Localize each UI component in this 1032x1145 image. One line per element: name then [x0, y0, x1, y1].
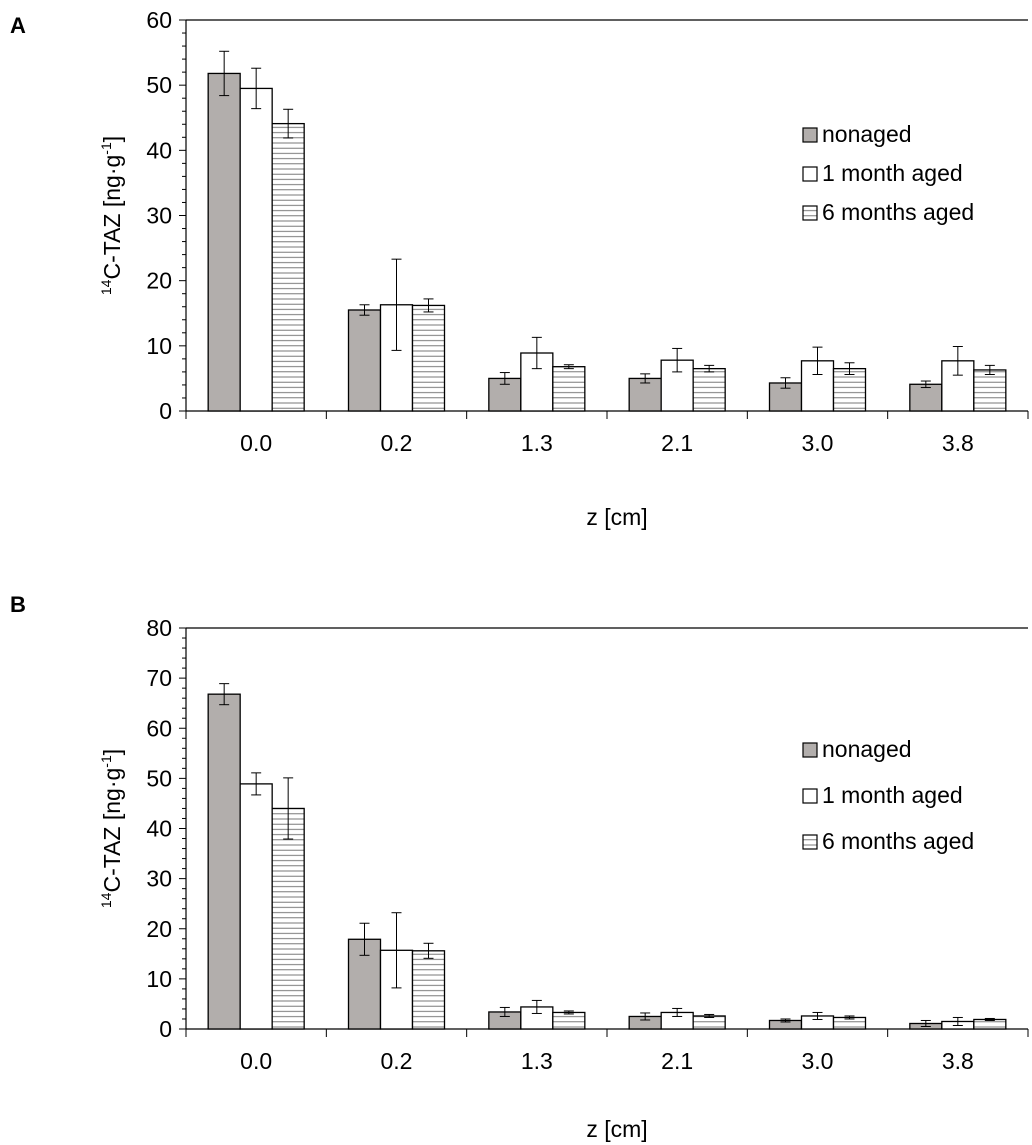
y-tick-label: 40 — [146, 137, 172, 163]
legend-label: nonaged — [822, 736, 912, 762]
x-tick-label: 0.2 — [381, 1048, 413, 1074]
y-axis-title: 14C-TAZ [ng·g-1] — [98, 749, 125, 908]
x-tick-label: 3.0 — [802, 1048, 834, 1074]
y-tick-label: 0 — [159, 1016, 172, 1042]
y-tick-label: 80 — [146, 615, 172, 641]
bar — [207, 72, 241, 412]
x-axis-title: z [cm] — [586, 1116, 647, 1142]
legend: nonaged 1 month aged 6 months aged — [802, 736, 974, 854]
y-tick-label: 0 — [159, 398, 172, 424]
x-tick-label: 2.1 — [661, 1048, 693, 1074]
x-tick-label: 1.3 — [521, 1048, 553, 1074]
y-tick-label: 30 — [146, 866, 172, 892]
legend: nonaged 1 month aged 6 months aged — [802, 121, 974, 225]
x-tick-label: 3.0 — [802, 430, 834, 456]
x-tick-label: 3.8 — [942, 1048, 974, 1074]
legend-swatch-sw-white — [802, 788, 818, 804]
legend-swatch-sw-hatch — [802, 834, 818, 850]
x-tick-label: 0.2 — [381, 430, 413, 456]
bar — [973, 369, 1007, 412]
y-tick-label: 10 — [146, 966, 172, 992]
y-tick-label: 40 — [146, 816, 172, 842]
legend-label: 6 months aged — [822, 199, 974, 225]
y-tick-label: 20 — [146, 268, 172, 294]
bar — [692, 367, 726, 412]
y-tick-label: 60 — [146, 715, 172, 741]
x-axis-title: z [cm] — [586, 504, 647, 530]
x-tick-label: 2.1 — [661, 430, 693, 456]
bar — [271, 122, 305, 412]
panel-b: B 0 10 20 30 40 50 60 70 80 14C-TAZ [ng·g-1] 0.0 0.2… — [10, 592, 1029, 1142]
y-tick-label: 50 — [146, 72, 172, 98]
legend-label: 1 month aged — [822, 160, 963, 186]
bar — [207, 693, 241, 1030]
bar — [271, 807, 305, 1030]
y-tick-label: 30 — [146, 203, 172, 229]
bar — [411, 950, 446, 1030]
x-tick-label: 3.8 — [942, 430, 974, 456]
bar — [411, 304, 446, 412]
y-tick-label: 70 — [146, 665, 172, 691]
x-tick-label: 1.3 — [521, 430, 553, 456]
y-tick-label: 60 — [146, 7, 172, 33]
bar — [239, 783, 273, 1030]
y-tick-label: 10 — [146, 333, 172, 359]
panel-label: A — [10, 13, 26, 38]
legend-swatch-sw-gray — [802, 742, 818, 758]
bar — [832, 367, 867, 412]
legend-swatch-sw-gray — [802, 127, 818, 143]
bar — [552, 1011, 586, 1030]
y-tick-label: 20 — [146, 916, 172, 942]
x-tick-label: 0.0 — [240, 1048, 272, 1074]
bar — [347, 309, 382, 412]
legend-label: 6 months aged — [822, 828, 974, 854]
legend-swatch-sw-white — [802, 166, 818, 182]
legend-label: nonaged — [822, 121, 912, 147]
panel-a: A 0 10 20 30 40 50 60 14C-TAZ [ng·g-1] 0.0 0.2 1.3 2… — [10, 7, 1029, 530]
y-tick-label: 50 — [146, 765, 172, 791]
y-axis-title: 14C-TAZ [ng·g-1] — [98, 136, 125, 295]
bar — [909, 383, 943, 412]
legend-label: 1 month aged — [822, 782, 963, 808]
legend-swatch-sw-hatch — [802, 205, 818, 221]
panel-label: B — [10, 592, 26, 617]
bar — [552, 366, 586, 412]
bar — [239, 87, 273, 412]
x-tick-label: 0.0 — [240, 430, 272, 456]
